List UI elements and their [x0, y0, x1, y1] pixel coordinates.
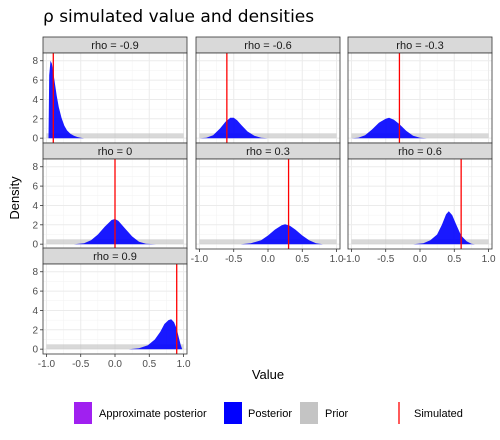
- posterior-density: [128, 319, 183, 350]
- legend-item: Prior: [300, 402, 349, 424]
- y-tick-label: 0: [32, 240, 38, 251]
- facet-panel: rho = -0.9 0 2 4 6 8: [32, 36, 188, 145]
- facet-label: rho = 0.6: [398, 146, 442, 158]
- facet-label: rho = -0.9: [91, 40, 138, 52]
- posterior-density: [48, 60, 85, 139]
- legend: Approximate posterior Posterior Prior Simul…: [74, 402, 463, 424]
- facet-panel: rho = 0 0 2 4 6 8: [32, 142, 188, 251]
- prior-density: [46, 133, 184, 139]
- y-tick-label: 8: [32, 162, 38, 173]
- prior-density: [46, 344, 184, 350]
- facet-label: rho = -0.3: [396, 40, 443, 52]
- legend-item: Posterior: [224, 402, 292, 424]
- legend-label: Posterior: [248, 408, 292, 420]
- x-tick-label: 0.0: [261, 254, 275, 265]
- y-tick-label: 4: [32, 306, 38, 317]
- x-tick-label: 0.0: [108, 359, 122, 370]
- facet-panel: rho = 0.9 0 2 4 6 8 -1.0 -0.5 0.0 0.5 1.0: [32, 247, 191, 370]
- y-tick-label: 0: [32, 134, 38, 145]
- y-axis-title: Density: [7, 176, 22, 220]
- posterior-density: [351, 117, 427, 139]
- x-tick-label: -1.0: [38, 359, 56, 370]
- facet-label: rho = 0.3: [246, 146, 290, 158]
- y-tick-label: 4: [32, 95, 38, 106]
- legend-label: Prior: [325, 408, 349, 420]
- legend-key: [74, 402, 92, 424]
- legend-key: [300, 402, 318, 424]
- y-tick-label: 6: [32, 76, 38, 87]
- x-tick-label: -1.0: [343, 254, 361, 265]
- posterior-density: [413, 211, 475, 245]
- y-tick-label: 2: [32, 325, 38, 336]
- facet-panel: rho = -0.6: [195, 36, 341, 144]
- x-tick-label: 0.5: [142, 359, 156, 370]
- posterior-density: [199, 117, 268, 139]
- facet-panel: rho = 0.3 -1.0 -0.5 0.0 0.5 1.0: [191, 142, 344, 265]
- x-tick-label: 1.0: [482, 254, 496, 265]
- facet-label: rho = -0.6: [244, 40, 291, 52]
- chart-title: ρ simulated value and densities: [43, 7, 314, 27]
- y-tick-label: 4: [32, 201, 38, 212]
- facet-panel: rho = -0.3: [347, 36, 493, 144]
- legend-key: [224, 402, 242, 424]
- legend-label: Simulated: [414, 408, 463, 420]
- x-tick-label: 1.0: [330, 254, 344, 265]
- x-tick-label: 0.5: [447, 254, 461, 265]
- y-tick-label: 6: [32, 182, 38, 193]
- prior-density: [199, 133, 337, 139]
- legend-item: Approximate posterior: [74, 402, 207, 424]
- x-tick-label: -0.5: [225, 254, 243, 265]
- facet-grid: rho = -0.9 0 2 4 6 8 rho = -0.6 rho = -0.3 rho =…: [32, 36, 496, 370]
- x-tick-label: 0.5: [295, 254, 309, 265]
- x-tick-label: 0.0: [413, 254, 427, 265]
- y-tick-label: 2: [32, 220, 38, 231]
- y-tick-label: 8: [32, 56, 38, 67]
- x-axis-title: Value: [252, 367, 284, 382]
- facet-label: rho = 0: [98, 146, 133, 158]
- y-tick-label: 8: [32, 267, 38, 278]
- prior-density: [351, 239, 489, 245]
- x-tick-label: -0.5: [377, 254, 395, 265]
- x-tick-label: 1.0: [177, 359, 191, 370]
- y-tick-label: 2: [32, 114, 38, 125]
- y-tick-label: 6: [32, 287, 38, 298]
- x-tick-label: -0.5: [72, 359, 90, 370]
- legend-item: Simulated: [398, 402, 463, 424]
- y-tick-label: 0: [32, 345, 38, 356]
- facet-label: rho = 0.9: [93, 251, 137, 263]
- prior-density: [351, 133, 489, 139]
- x-tick-label: -1.0: [191, 254, 209, 265]
- facet-panel: rho = 0.6 -1.0 -0.5 0.0 0.5 1.0: [343, 142, 496, 265]
- legend-label: Approximate posterior: [99, 408, 207, 420]
- posterior-density: [240, 224, 323, 245]
